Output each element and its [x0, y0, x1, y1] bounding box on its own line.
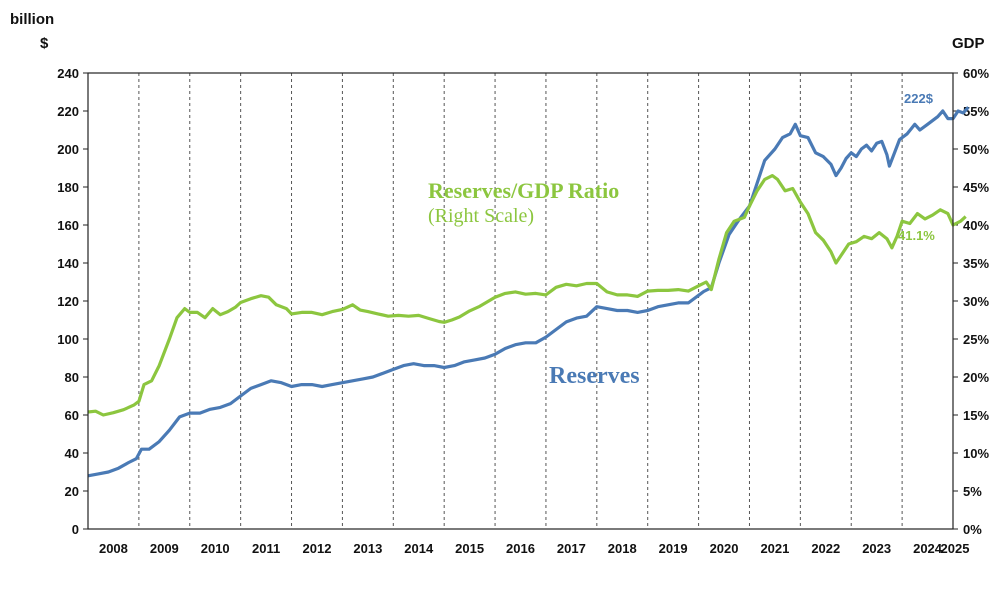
- year-label: 2012: [303, 541, 332, 556]
- year-label: 2013: [353, 541, 382, 556]
- year-label: 2021: [760, 541, 789, 556]
- series-layer: [87, 106, 970, 478]
- left-axis-unit-line1: billion: [10, 11, 54, 28]
- left-tick-label: 160: [57, 218, 79, 233]
- left-tick-label: 220: [57, 104, 79, 119]
- ratio-end-label: 41.1%: [898, 228, 935, 243]
- year-label: 2024: [913, 541, 943, 556]
- reserves-end-label: 222$: [904, 91, 934, 106]
- year-label: 2015: [455, 541, 484, 556]
- right-tick-label: 40%: [963, 218, 989, 233]
- year-label: 2016: [506, 541, 535, 556]
- left-tick-label: 140: [57, 256, 79, 271]
- tick-layer: 0 20 40 60 80 100 120 140 160 180 200 220 240 0% 5% 10%…: [57, 66, 989, 556]
- right-tick-label: 35%: [963, 256, 989, 271]
- left-axis-unit-line2: $: [40, 35, 49, 52]
- left-tick-label: 200: [57, 142, 79, 157]
- right-tick-label: 25%: [963, 332, 989, 347]
- right-tick-label: 10%: [963, 446, 989, 461]
- year-label: 2017: [557, 541, 586, 556]
- ratio-series-sublabel: (Right Scale): [428, 205, 534, 227]
- year-label: 2023: [862, 541, 891, 556]
- left-tick-label: 180: [57, 180, 79, 195]
- left-tick-label: 240: [57, 66, 79, 81]
- left-tick-label: 100: [57, 332, 79, 347]
- ratio-series-label: Reserves/GDP Ratio: [428, 178, 619, 203]
- right-tick-label: 30%: [963, 294, 989, 309]
- left-tick-label: 40: [65, 446, 79, 461]
- right-tick-label: 50%: [963, 142, 989, 157]
- right-axis-unit: GDP: [952, 35, 985, 52]
- right-tick-label: 15%: [963, 408, 989, 423]
- year-label: 2011: [252, 541, 280, 556]
- year-label: 2022: [811, 541, 840, 556]
- year-label: 2018: [608, 541, 637, 556]
- right-tick-label: 0%: [963, 522, 982, 537]
- grid-layer: [138, 73, 903, 529]
- year-label: 2009: [150, 541, 179, 556]
- ratio-series-line: [87, 174, 967, 417]
- plot-frame: [87, 72, 954, 530]
- reserves-series-line: [87, 106, 970, 478]
- right-tick-label: 45%: [963, 180, 989, 195]
- left-tick-label: 0: [72, 522, 79, 537]
- left-tick-label: 20: [65, 484, 79, 499]
- year-label: 2019: [659, 541, 688, 556]
- right-tick-label: 20%: [963, 370, 989, 385]
- year-label: 2020: [710, 541, 739, 556]
- left-tick-label: 60: [65, 408, 79, 423]
- left-tick-label: 80: [65, 370, 79, 385]
- left-tick-label: 120: [57, 294, 79, 309]
- year-label: 2025: [941, 541, 970, 556]
- right-tick-label: 5%: [963, 484, 982, 499]
- year-label: 2014: [404, 541, 434, 556]
- year-label: 2008: [99, 541, 128, 556]
- reserves-series-label: Reserves: [549, 363, 640, 389]
- right-tick-label: 55%: [963, 104, 989, 119]
- year-label: 2010: [201, 541, 230, 556]
- right-tick-label: 60%: [963, 66, 989, 81]
